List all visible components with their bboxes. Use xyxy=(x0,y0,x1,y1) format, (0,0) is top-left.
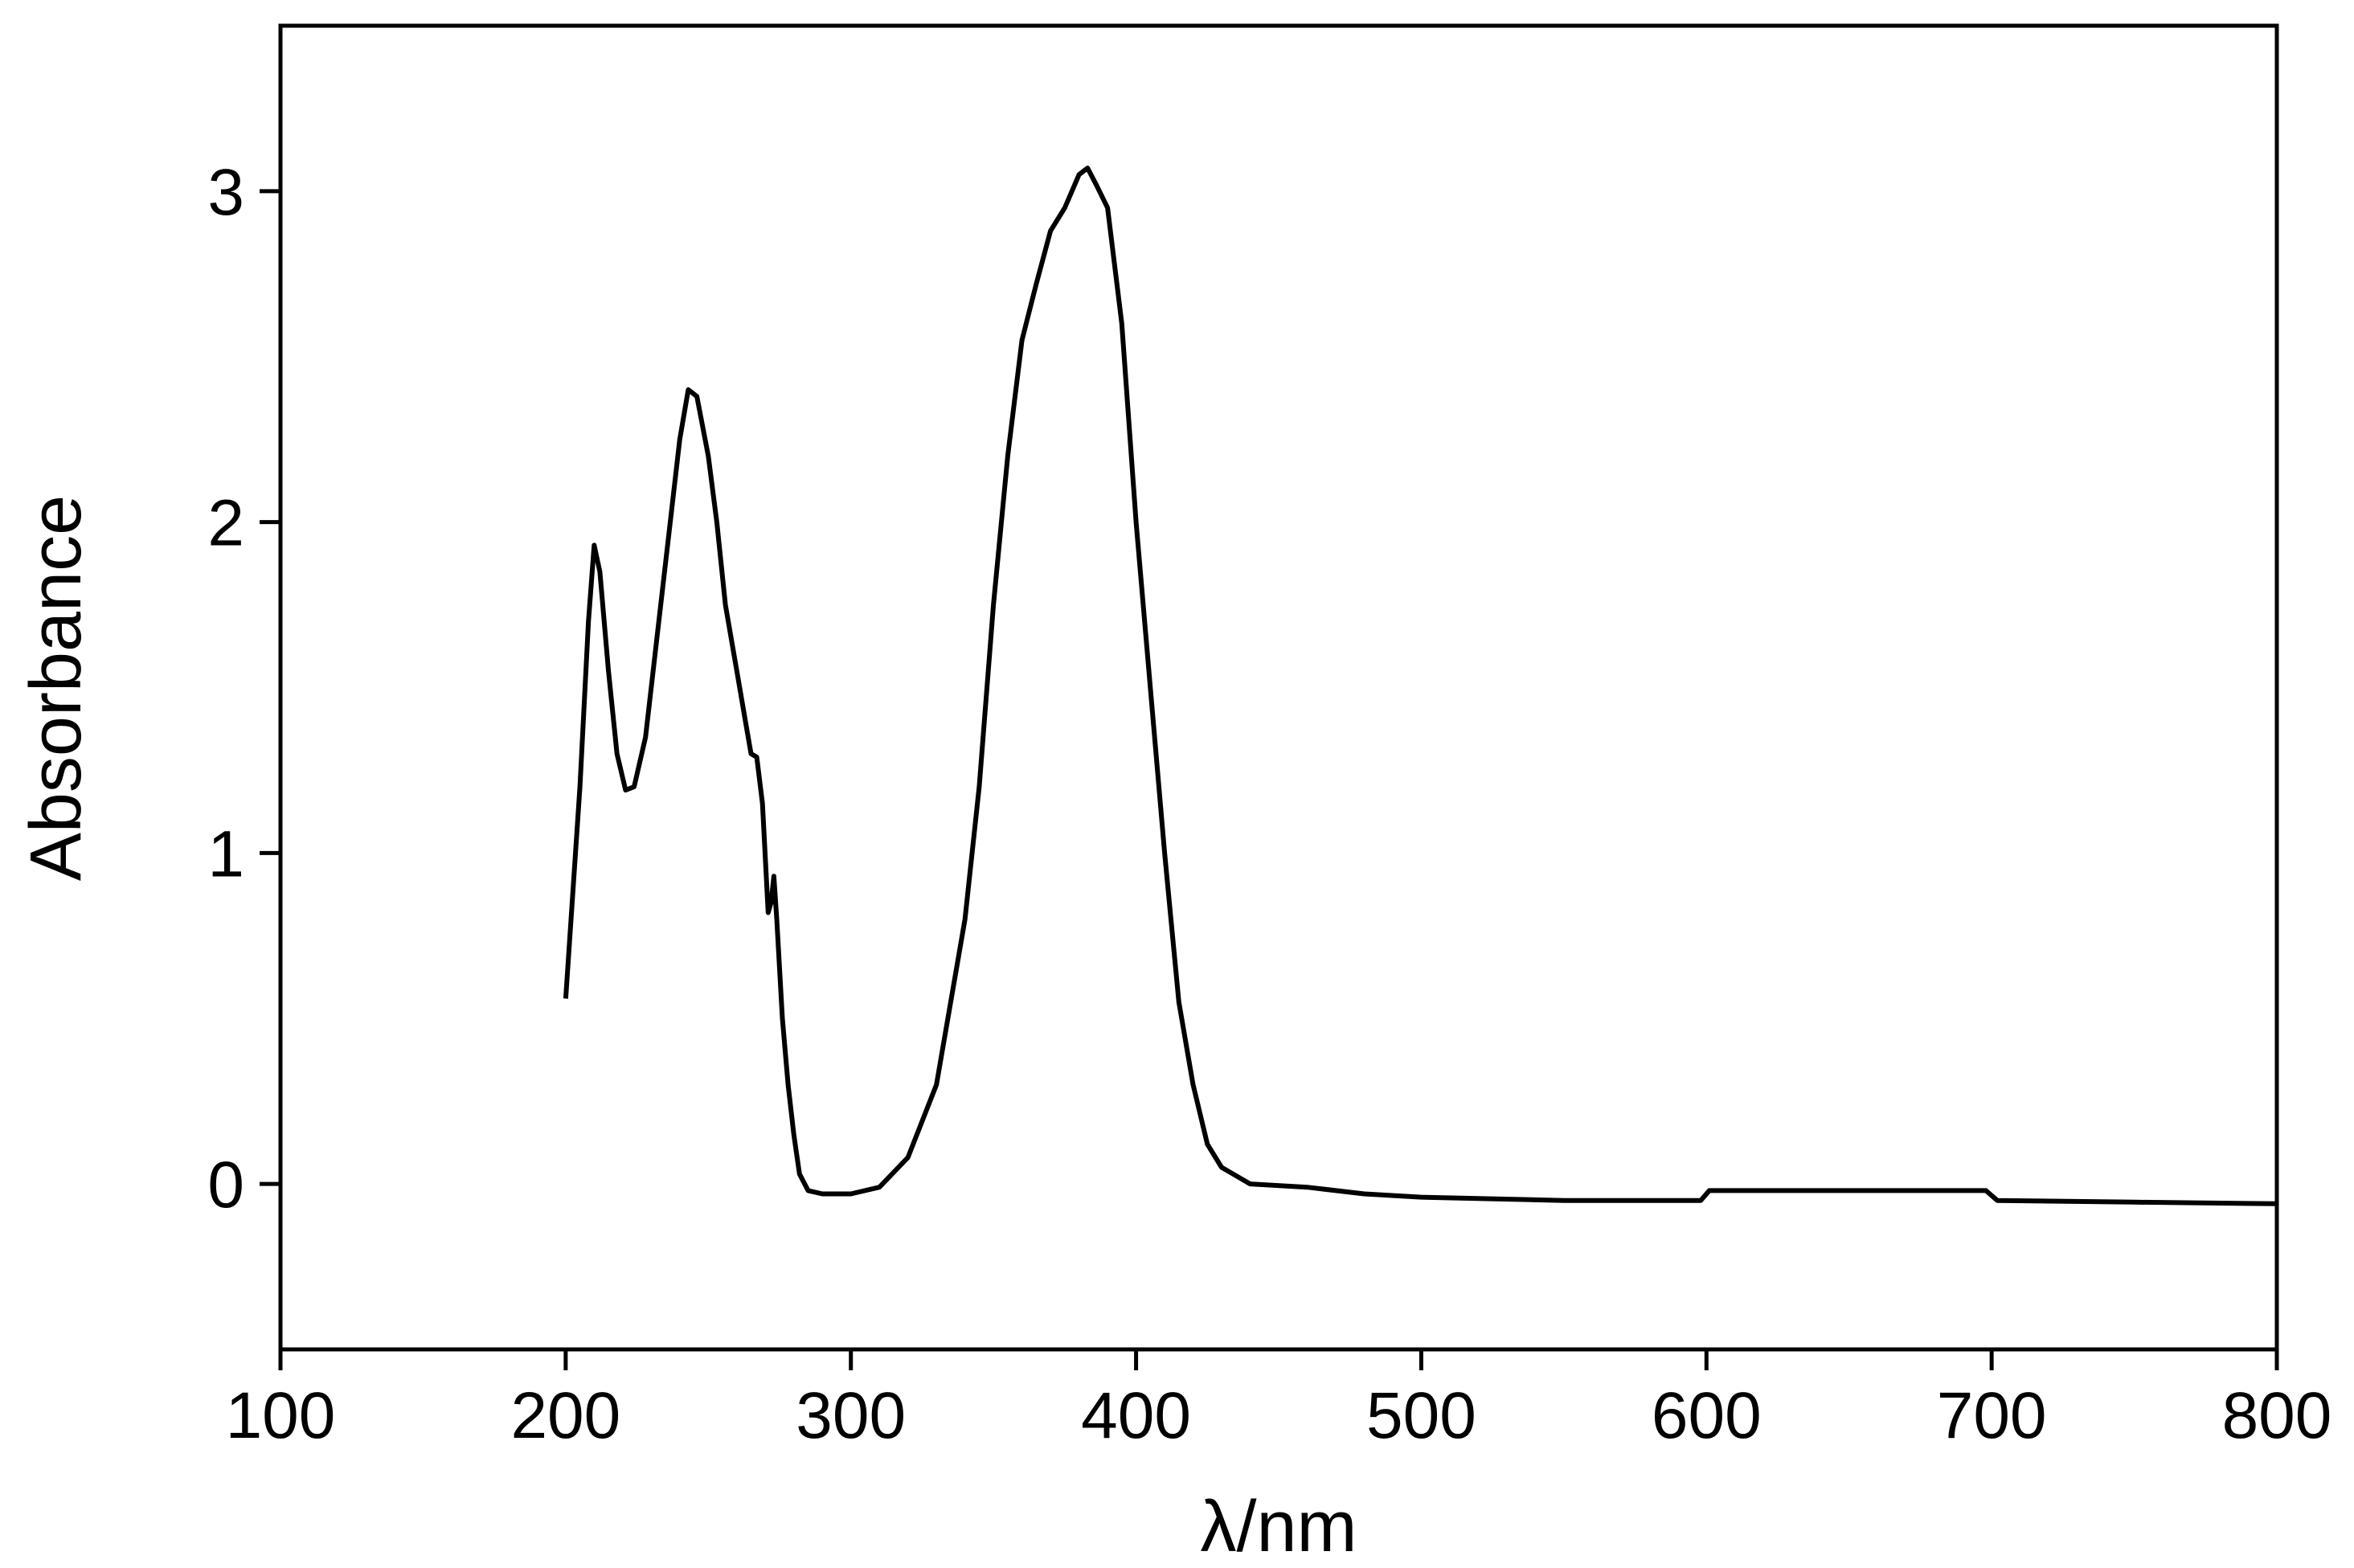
x-tick-label: 500 xyxy=(1366,1379,1476,1452)
x-tick-label: 300 xyxy=(796,1379,906,1452)
x-axis-label: λ/nm xyxy=(1200,1487,1357,1567)
y-tick-label: 3 xyxy=(207,156,244,229)
y-tick-label: 2 xyxy=(207,487,244,560)
y-tick-label: 1 xyxy=(207,817,244,890)
y-axis-label: Absorbance xyxy=(16,495,96,881)
x-tick-label: 400 xyxy=(1081,1379,1191,1452)
x-tick-label: 600 xyxy=(1652,1379,1762,1452)
spectrum-line xyxy=(563,166,2278,1206)
y-tick-label: 0 xyxy=(207,1148,244,1222)
x-tick-label: 700 xyxy=(1937,1379,2047,1452)
x-tick-label: 100 xyxy=(226,1379,336,1452)
x-tick-label: 800 xyxy=(2222,1379,2332,1452)
x-tick-label: 200 xyxy=(510,1379,620,1452)
plot-frame xyxy=(278,23,2279,1352)
